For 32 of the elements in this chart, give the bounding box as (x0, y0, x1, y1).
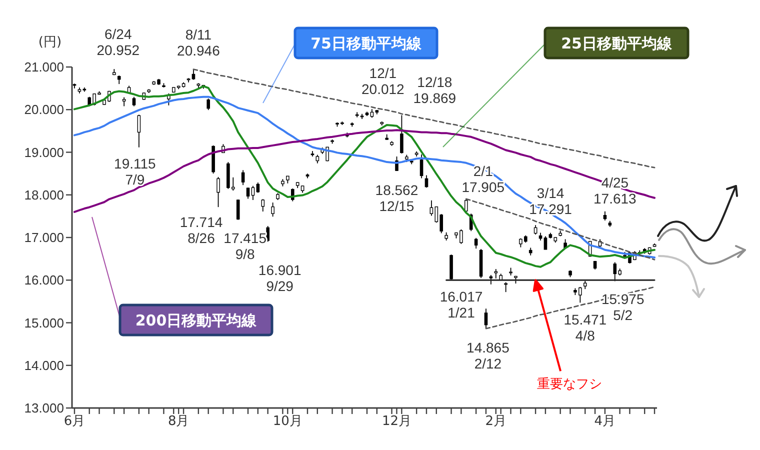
y-tick-label: 13.000 (24, 400, 64, 416)
annotation: 14.865 2/12 (466, 340, 510, 372)
text: 8/11 20.946 (177, 26, 220, 58)
annotation: 17.714 8/26 (180, 214, 223, 246)
annotation: 重要なフシ (537, 376, 602, 392)
annotation: 16.901 9/29 (258, 262, 302, 294)
annotation: 12/18 19.869 (413, 74, 456, 106)
y-tick-label: 18.000 (24, 187, 64, 202)
x-tick-label: 12月 (382, 414, 412, 430)
annotation: 19.115 7/9 (114, 155, 156, 188)
x-tick-label: 6月 (64, 414, 86, 430)
annotation: 12/1 20.012 (362, 65, 405, 98)
x-tick-label: 8月 (168, 414, 190, 430)
y-tick-label: 19.000 (24, 144, 64, 160)
text: 25日移動平均線 (561, 34, 673, 52)
y-tick-label: 21.000 (24, 60, 64, 75)
x-tick-label: 4月 (594, 414, 616, 430)
y-tick-label: 14.000 (24, 358, 64, 373)
text: 75日移動平均線 (310, 34, 422, 52)
annotation: 15.471 4/8 (564, 312, 607, 344)
y-tick-label: 15.000 (24, 315, 64, 330)
y-tick-label: 17.000 (24, 230, 64, 246)
annotation: 16.017 1/21 (440, 288, 483, 320)
annotation: 18.562 12/15 (375, 182, 418, 214)
annotation: 17.415 9/8 (224, 230, 267, 262)
y-axis-title: (円) (38, 35, 62, 50)
x-tick-label: 10月 (272, 414, 302, 430)
y-tick-label: 20.000 (24, 102, 64, 118)
y-tick-label: 16.000 (24, 272, 64, 288)
text: 200日移動平均線 (135, 312, 258, 330)
text: 6/24 20.952 (96, 26, 140, 58)
x-tick-label: 2月 (485, 414, 507, 430)
